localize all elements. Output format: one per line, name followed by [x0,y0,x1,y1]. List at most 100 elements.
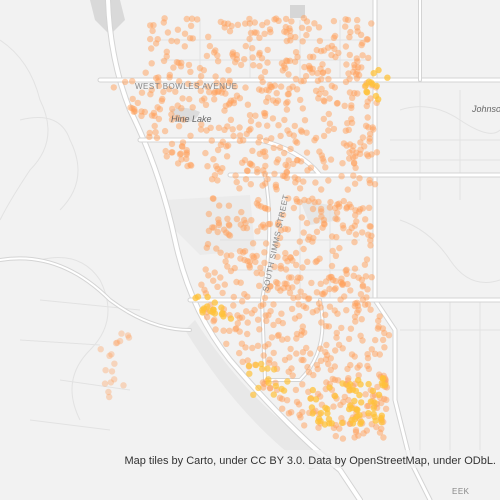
incident-dot [185,61,193,69]
incident-dot [271,170,278,177]
incident-dot [270,366,278,373]
incident-dot [369,387,377,395]
incident-dot [189,35,196,42]
incident-dot [161,15,168,22]
incident-dot [208,137,215,144]
incident-dot [310,53,317,60]
incident-dot [278,395,286,403]
incident-dot [265,379,272,386]
incident-dot [239,159,246,166]
incident-dot [273,90,280,97]
incident-dot [328,51,335,59]
incident-dot [357,291,365,298]
incident-dot [325,75,332,83]
incident-dot [312,179,319,186]
incident-dot [344,120,351,127]
incident-dot [313,289,321,296]
incident-dot [375,96,382,103]
incident-dot [234,21,242,28]
incident-dot [317,345,324,352]
incident-dot [338,415,345,422]
incident-dot [274,97,282,104]
incident-dot [366,177,373,184]
incident-dot [107,379,115,386]
incident-dot [211,299,218,306]
incident-dot [348,351,356,358]
incident-dot [297,288,304,295]
incident-dot [236,328,243,335]
incident-dot [369,124,376,131]
incident-dot [336,244,343,252]
incident-dot [242,176,250,183]
incident-dot [289,372,296,379]
incident-dot [242,42,249,50]
incident-dot [226,28,234,35]
incident-dot [364,286,371,293]
incident-dot [362,391,369,398]
incident-dot [317,357,325,364]
incident-dot [304,363,311,371]
incident-dot [378,419,385,426]
incident-dot [299,323,306,330]
incident-dot [250,61,257,69]
incident-dot [354,412,361,420]
incident-dot [331,363,338,370]
incident-dot [230,132,237,140]
incident-dot [296,185,304,192]
incident-dot [262,180,269,187]
incident-dot [238,208,245,216]
incident-dot [247,29,255,37]
incident-dot [288,409,295,416]
incident-dot [271,263,278,270]
incident-dot [308,279,315,287]
incident-dot [248,217,255,224]
incident-dot [97,346,104,353]
incident-dot [160,88,167,96]
incident-dot [363,36,370,43]
incident-dot [359,282,367,289]
incident-dot [205,210,213,218]
incident-dot [284,91,292,98]
incident-dot [207,124,214,131]
incident-dot [365,380,372,388]
incident-dot [279,405,286,412]
incident-dot [355,208,363,215]
attribution: Map tiles by Carto, under CC BY 3.0. Dat… [124,455,496,467]
incident-dot [203,244,210,251]
incident-dot [211,96,218,103]
incident-dot [226,327,233,334]
incident-dot [148,60,155,67]
incident-dot [237,255,244,262]
incident-dot [299,38,306,45]
incident-dot [261,148,269,155]
incident-dot [297,78,305,85]
incident-dot [287,33,294,40]
incident-dot [355,377,362,384]
incident-dot [264,94,272,101]
incident-dot [276,234,284,241]
incident-dot [102,367,109,374]
incident-dot [257,264,264,271]
incident-dot [267,283,274,290]
incident-dot [255,121,262,128]
incident-dot [269,115,277,122]
incident-dot [202,101,210,109]
incident-dot [242,84,249,91]
incident-dot [309,195,316,202]
incident-dot [340,140,348,147]
incident-dot [279,211,287,219]
incident-dot [285,274,293,281]
incident-dot [356,150,364,158]
incident-dot [166,86,173,93]
incident-dot [293,198,301,205]
incident-dot [359,52,366,59]
incident-dot [265,341,272,348]
incident-dot [321,98,328,105]
incident-dot [194,16,201,23]
incident-dot [327,198,334,206]
incident-dot [301,196,308,204]
incident-dot [264,206,272,213]
incident-dot [363,427,370,434]
incident-dot [379,325,387,332]
incident-dot [341,102,348,110]
